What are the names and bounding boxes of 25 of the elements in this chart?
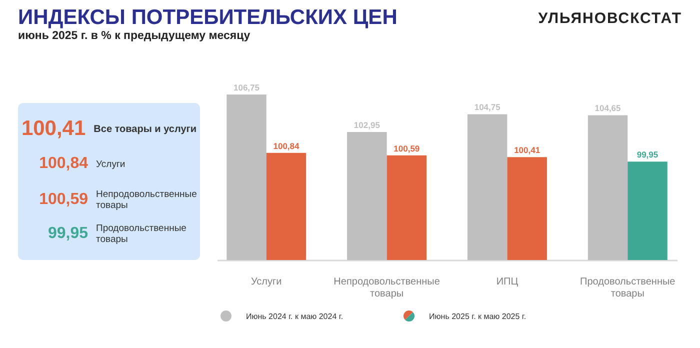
data-label: 100,59 (394, 143, 420, 154)
data-label: 104,75 (474, 102, 501, 112)
data-label: 99,95 (636, 150, 658, 160)
data-label: 104,65 (594, 103, 622, 114)
text: 99,95 (46, 225, 88, 243)
legend-label: Июнь 2025 г. к маю 2025 г. (429, 312, 526, 320)
text: Непродовольственные товары (96, 189, 197, 211)
data-label: 100,84 (273, 140, 300, 151)
data-label: 100,41 (514, 145, 540, 156)
text: Услуги (96, 158, 126, 170)
data-label: 102,95 (354, 120, 380, 130)
text: 100,41 (20, 117, 86, 141)
text: УЛЬЯНОВСКСТАТ (538, 10, 682, 27)
legend-label: Июнь 2024 г. к маю 2024 г. (246, 312, 344, 320)
chart-title: ИНДЕКСЫ ПОТРЕБИТЕЛЬСКИХ ЦЕН (18, 6, 398, 30)
text: 100,59 (38, 191, 88, 209)
text: 100,84 (38, 155, 88, 173)
data-label: 106,75 (234, 82, 260, 92)
x-tick-label: Услуги (250, 276, 282, 288)
chart-subtitle: июнь 2025 г. в % к предыдущему месяцу (18, 30, 250, 42)
x-tick-label: ИПЦ (496, 276, 519, 288)
x-tick-label: Непродовольственные товары (334, 276, 440, 300)
text: Все товары и услуги (94, 124, 198, 134)
text: Продовольственные товары (96, 223, 188, 245)
x-tick-label: Продовольственные товары (580, 276, 676, 300)
